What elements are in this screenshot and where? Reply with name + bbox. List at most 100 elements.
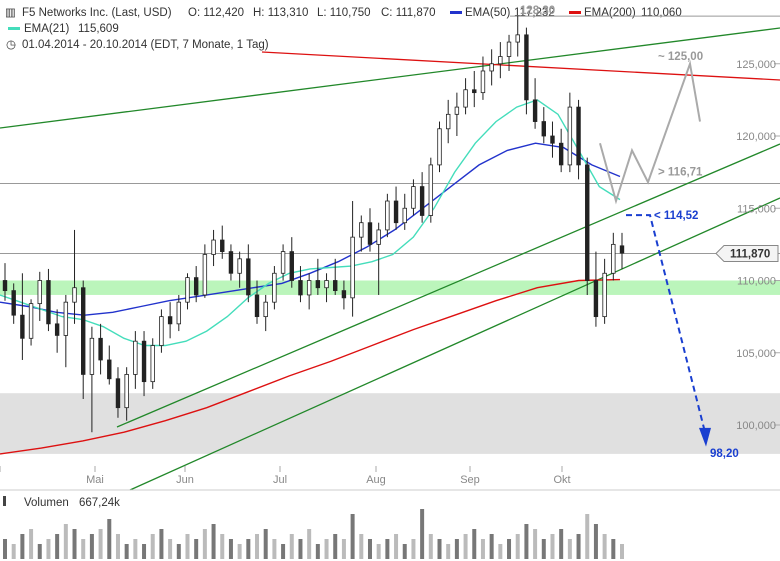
candle bbox=[46, 268, 51, 332]
candle bbox=[176, 294, 182, 332]
candle-body bbox=[454, 106, 460, 115]
candle-body bbox=[98, 337, 103, 361]
label-high-marker: 128,30 bbox=[520, 5, 555, 17]
ema50-line bbox=[0, 142, 621, 316]
candle bbox=[298, 266, 303, 303]
volume-panel: Volumen 667,24k bbox=[0, 489, 780, 559]
candle bbox=[280, 244, 286, 281]
candle bbox=[28, 299, 34, 346]
candle-body bbox=[376, 229, 381, 245]
candle-body bbox=[567, 106, 573, 166]
candle-body bbox=[506, 41, 512, 57]
candle-body bbox=[524, 34, 529, 101]
candle-body bbox=[20, 314, 25, 339]
volume-bar bbox=[489, 534, 494, 559]
volume-bar bbox=[150, 534, 155, 559]
candle-body bbox=[472, 89, 477, 94]
candle bbox=[428, 157, 434, 223]
label-target-125: ~ 125,00 bbox=[658, 51, 703, 63]
candle-body bbox=[576, 106, 581, 166]
candle bbox=[272, 266, 277, 310]
candle-body bbox=[37, 280, 42, 305]
candle bbox=[350, 201, 355, 317]
volume-bar bbox=[176, 544, 181, 559]
candle-body bbox=[54, 323, 60, 336]
candle bbox=[367, 208, 373, 252]
volume-bar bbox=[611, 539, 616, 559]
last-price-label: 111,870 bbox=[730, 248, 770, 260]
candle bbox=[289, 237, 294, 288]
candle-body bbox=[2, 280, 8, 292]
candle bbox=[246, 244, 251, 303]
volume-bar bbox=[576, 534, 581, 559]
x-tick-label: Aug bbox=[366, 474, 386, 486]
volume-bar bbox=[81, 539, 86, 559]
candle-body bbox=[141, 340, 147, 383]
candle bbox=[228, 244, 234, 281]
candle-body bbox=[107, 359, 112, 380]
ema200-legend-swatch bbox=[569, 11, 581, 14]
candle bbox=[402, 193, 407, 230]
candle-body bbox=[193, 277, 199, 296]
volume-label: Volumen bbox=[24, 497, 69, 509]
candle-body bbox=[11, 290, 16, 316]
price-plot bbox=[0, 15, 780, 491]
candle-body bbox=[367, 222, 373, 245]
candle-body bbox=[419, 186, 425, 216]
candle bbox=[445, 99, 451, 144]
volume-bar bbox=[620, 544, 624, 559]
volume-bar bbox=[168, 539, 173, 559]
candle bbox=[532, 78, 538, 129]
candle bbox=[72, 229, 77, 324]
candle-body bbox=[202, 254, 208, 296]
candle-body bbox=[324, 280, 329, 289]
candle bbox=[150, 338, 155, 389]
candle bbox=[463, 78, 468, 115]
candle-body bbox=[272, 272, 277, 303]
candle bbox=[576, 99, 581, 180]
candle-body bbox=[619, 245, 625, 254]
candle bbox=[133, 331, 138, 389]
candle-body bbox=[558, 142, 564, 166]
candle bbox=[81, 280, 86, 399]
candle bbox=[472, 70, 477, 108]
candle bbox=[202, 244, 208, 298]
candle bbox=[333, 258, 338, 295]
candle bbox=[263, 294, 268, 332]
candle-body bbox=[254, 294, 260, 318]
candle bbox=[107, 345, 112, 385]
volume-bar bbox=[515, 534, 520, 559]
volume-bar bbox=[107, 519, 112, 559]
y-tick-label: 125,000 bbox=[736, 59, 776, 71]
candle bbox=[515, 16, 520, 57]
candle bbox=[602, 258, 607, 324]
x-tick-label: Sep bbox=[460, 474, 480, 486]
x-tick-label: Mai bbox=[86, 474, 104, 486]
candle-body bbox=[46, 280, 51, 325]
volume-bar bbox=[255, 534, 260, 559]
volume-bar bbox=[3, 539, 7, 559]
candle bbox=[11, 283, 16, 324]
candle-body bbox=[463, 89, 468, 108]
candle-body bbox=[280, 251, 286, 274]
candle bbox=[159, 309, 164, 353]
volume-bar bbox=[98, 529, 103, 559]
volume-bar bbox=[463, 534, 468, 559]
candle-body bbox=[133, 340, 138, 375]
candle bbox=[124, 367, 129, 421]
candle-body bbox=[585, 164, 590, 281]
trend-line bbox=[129, 197, 780, 491]
candle-body bbox=[63, 301, 69, 336]
volume-value: 667,24k bbox=[79, 497, 120, 509]
header-low: L: 110,750 bbox=[317, 7, 371, 19]
candle bbox=[454, 92, 460, 136]
volume-bar bbox=[63, 524, 68, 559]
candle-body bbox=[124, 374, 129, 409]
ema21-legend-label: EMA(21) bbox=[24, 23, 70, 35]
candle bbox=[411, 179, 416, 216]
candle-body bbox=[385, 200, 390, 231]
volume-bar bbox=[428, 534, 433, 559]
volume-bar bbox=[411, 539, 416, 559]
volume-bar bbox=[359, 534, 364, 559]
